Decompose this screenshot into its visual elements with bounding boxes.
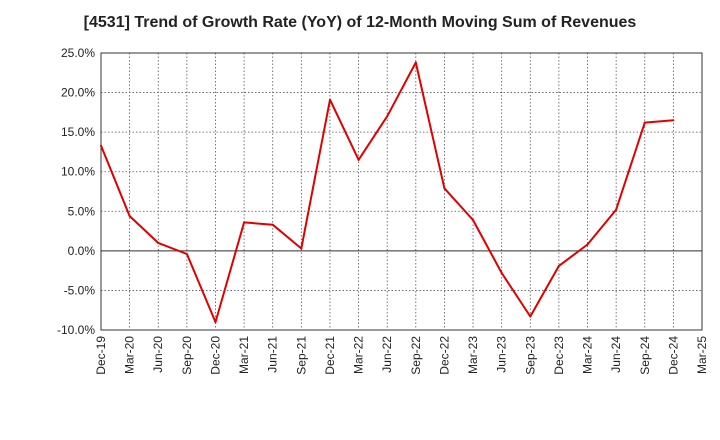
y-tick-label: 20.0%: [61, 86, 95, 100]
x-tick-label: Sep-23: [523, 336, 537, 375]
plot-area: [101, 53, 702, 330]
data-point: [271, 223, 274, 226]
data-point: [185, 253, 188, 256]
data-point: [300, 247, 303, 250]
data-point: [414, 61, 417, 64]
data-point: [586, 243, 589, 246]
data-point: [500, 272, 503, 275]
data-point: [328, 98, 331, 101]
y-tick-label: -10.0%: [57, 323, 95, 337]
x-tick-label: Mar-20: [123, 336, 137, 374]
y-tick-label: 5.0%: [68, 204, 96, 218]
x-tick-label: Jun-20: [151, 336, 165, 373]
x-tick-label: Dec-22: [437, 336, 451, 375]
data-point: [529, 315, 532, 318]
data-point: [100, 144, 102, 147]
y-tick-label: 0.0%: [68, 244, 96, 258]
x-tick-label: Jun-22: [380, 336, 394, 373]
plot-border: [100, 52, 703, 331]
x-tick-label: Dec-21: [323, 336, 337, 375]
y-tick-label: -5.0%: [64, 283, 96, 297]
x-tick-label: Jun-24: [609, 336, 623, 373]
chart-title: [4531] Trend of Growth Rate (YoY) of 12-…: [83, 14, 637, 31]
y-tick-label: 10.0%: [61, 165, 95, 179]
x-tick-label: Jun-23: [495, 336, 509, 373]
x-tick-label: Sep-24: [638, 336, 652, 375]
data-point: [243, 221, 246, 224]
x-tick-label: Mar-24: [581, 336, 595, 374]
data-point: [128, 215, 131, 218]
x-tick-label: Mar-25: [695, 336, 709, 374]
data-point: [214, 321, 217, 324]
x-tick-label: Mar-21: [237, 336, 251, 374]
x-tick-label: Sep-21: [294, 336, 308, 375]
data-point: [472, 218, 475, 221]
y-tick-label: 15.0%: [61, 125, 95, 139]
data-point: [357, 158, 360, 161]
x-tick-label: Mar-23: [466, 336, 480, 374]
data-point: [672, 119, 675, 122]
x-tick-label: Sep-20: [180, 336, 194, 375]
data-point: [386, 115, 389, 118]
y-tick-label: 25.0%: [61, 46, 95, 60]
x-tick-label: Jun-21: [266, 336, 280, 373]
data-point: [557, 264, 560, 267]
x-tick-label: Dec-19: [94, 336, 108, 375]
x-tick-label: Dec-24: [666, 336, 680, 375]
data-point: [443, 187, 446, 190]
data-point: [615, 208, 618, 211]
x-tick-label: Mar-22: [352, 336, 366, 374]
x-tick-label: Dec-20: [208, 336, 222, 375]
x-tick-label: Sep-22: [409, 336, 423, 375]
data-point: [157, 241, 160, 244]
x-tick-label: Dec-23: [552, 336, 566, 375]
data-point: [643, 121, 646, 124]
